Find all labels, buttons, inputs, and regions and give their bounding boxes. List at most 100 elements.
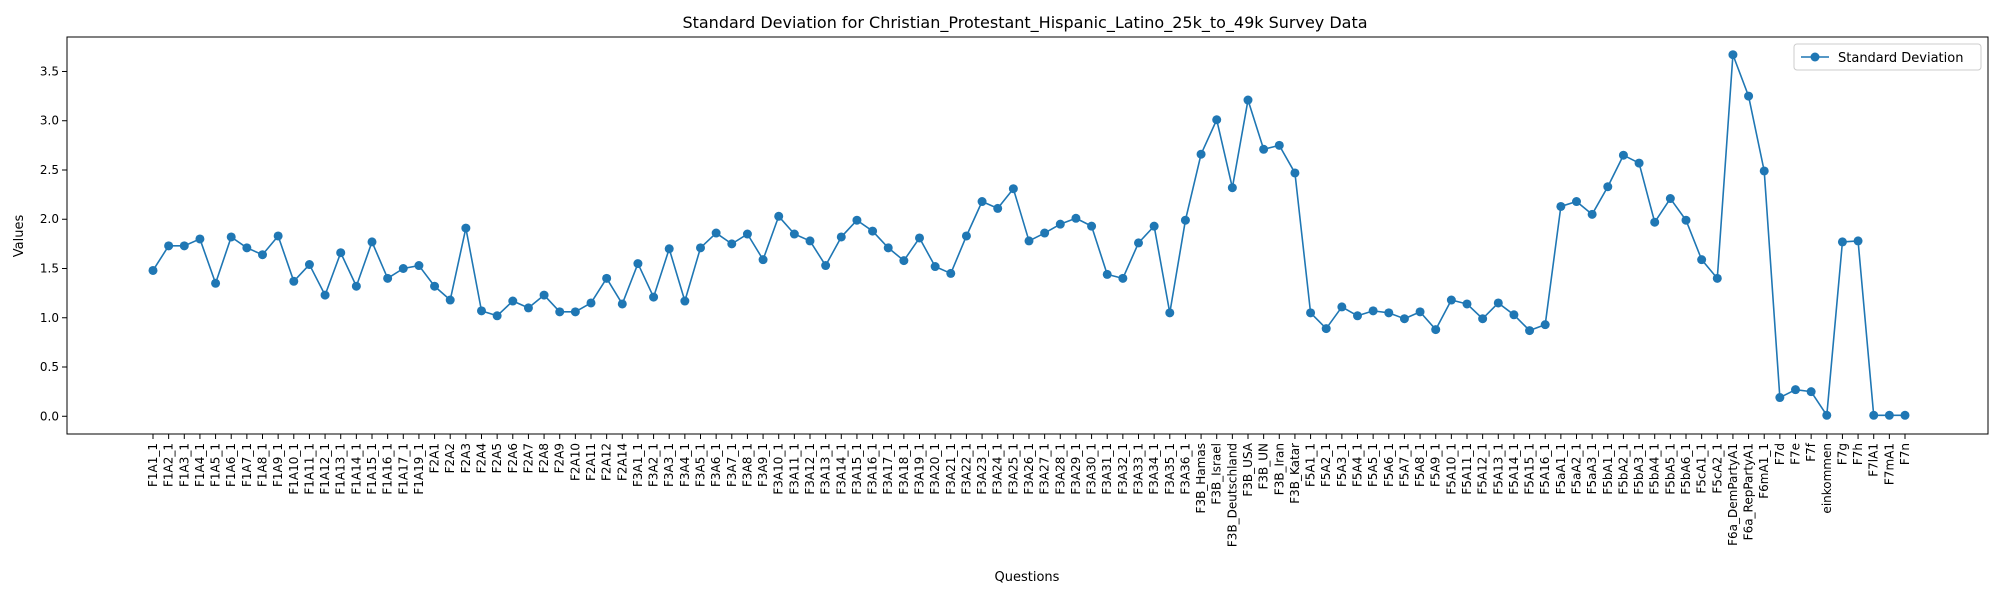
- x-tick-label: F5A6_1: [1382, 443, 1396, 487]
- data-point: [179, 241, 189, 251]
- plot-area-frame: [66, 36, 1989, 435]
- x-tick-label: F1A9_1: [271, 443, 285, 487]
- x-tick-label: F6a_DemPartyA1: [1726, 443, 1740, 546]
- x-tick-label: F1A13_1: [334, 443, 348, 495]
- x-tick-label: F5bA2_1: [1616, 443, 1630, 495]
- data-point: [304, 260, 314, 270]
- x-tick-label: F3A29_1: [1069, 443, 1083, 495]
- data-point: [1399, 314, 1409, 324]
- x-tick-label: F2A7: [521, 443, 535, 473]
- data-point: [1650, 217, 1660, 227]
- x-tick-label: F3A10_1: [772, 443, 786, 495]
- x-tick-label: F5A4_1: [1351, 443, 1365, 487]
- x-tick-label: F3B_USA: [1241, 442, 1255, 496]
- data-point: [258, 250, 267, 260]
- x-tick-label: F1A14_1: [349, 443, 363, 495]
- x-tick-label: F6mA1_1: [1757, 443, 1771, 499]
- x-tick-label: F3A14_1: [834, 443, 848, 495]
- x-tick-label: F3A15_1: [850, 443, 864, 495]
- x-tick-label: F3A4_1: [678, 443, 692, 487]
- data-point: [555, 307, 565, 317]
- data-point: [1728, 50, 1738, 60]
- x-tick-label: F3A17_1: [881, 443, 895, 495]
- data-point: [1353, 311, 1362, 321]
- x-tick-label: F2A4: [475, 443, 489, 473]
- data-point: [930, 262, 940, 272]
- data-point: [1337, 302, 1347, 312]
- x-tick-label: F5bA3_1: [1632, 443, 1646, 495]
- x-axis: F1A1_1 F1A2_1 F1A3_1 F1A4_1 F1A5_1 F1A6_1 F1A7…: [146, 434, 1912, 547]
- data-point: [1180, 215, 1190, 225]
- data-point: [1634, 158, 1644, 168]
- data-point: [570, 307, 580, 317]
- x-tick-label: F5A13_1: [1491, 443, 1505, 495]
- data-point: [696, 243, 705, 253]
- y-axis-label: Values: [12, 215, 27, 258]
- data-point: [1681, 215, 1691, 225]
- data-point: [680, 296, 690, 306]
- x-tick-label: F3B_Katar: [1288, 443, 1302, 504]
- x-tick-label: F3B_UN: [1257, 443, 1271, 490]
- x-tick-label: F5bA1_1: [1601, 443, 1615, 495]
- x-tick-label: F2A1: [428, 443, 442, 473]
- data-point: [1900, 410, 1910, 420]
- x-tick-label: F3A7_1: [725, 443, 739, 487]
- x-tick-label: F1A16_1: [381, 443, 395, 495]
- data-point: [1712, 273, 1722, 283]
- legend-label: Standard Deviation: [1838, 51, 1963, 66]
- data-point: [508, 296, 518, 306]
- x-tick-label: F2A2: [443, 443, 457, 473]
- data-point: [1493, 298, 1503, 308]
- x-tick-label: F1A2_1: [162, 443, 176, 487]
- x-tick-label: F2A5: [490, 443, 504, 473]
- data-point: [1227, 183, 1237, 193]
- data-point: [320, 290, 330, 300]
- data-point: [1759, 166, 1769, 176]
- x-tick-label: F5A14_1: [1507, 443, 1521, 495]
- data-point: [273, 231, 283, 241]
- data-point: [1384, 308, 1394, 318]
- data-point: [1008, 184, 1018, 194]
- data-point: [1165, 308, 1175, 318]
- x-tick-label: F3A36_1: [1178, 443, 1192, 495]
- x-tick-label: F3A9_1: [756, 443, 770, 487]
- data-point: [1572, 197, 1581, 207]
- x-tick-label: F5A5_1: [1366, 443, 1380, 487]
- x-tick-label: F3A25_1: [1006, 443, 1020, 495]
- y-tick-label: 2.0: [40, 212, 59, 226]
- x-tick-label: F5aA3_1: [1585, 443, 1599, 494]
- y-tick-label: 1.5: [40, 262, 59, 276]
- y-tick-label: 3.5: [40, 64, 59, 78]
- x-tick-label: F5A12_1: [1476, 443, 1490, 495]
- x-tick-label: F7n: [1898, 443, 1912, 465]
- data-point: [1806, 387, 1816, 397]
- data-point: [367, 237, 377, 247]
- data-point: [1306, 308, 1316, 318]
- x-tick-label: F3A34_1: [1147, 443, 1161, 495]
- data-point: [461, 223, 471, 233]
- x-tick-label: einkommen: [1820, 443, 1834, 514]
- data-point: [1697, 255, 1707, 265]
- x-axis-label: Questions: [995, 570, 1060, 585]
- data-point: [445, 295, 455, 305]
- data-point: [1509, 310, 1519, 320]
- data-point: [1102, 269, 1112, 279]
- data-point: [1665, 194, 1675, 204]
- data-point: [1853, 236, 1863, 246]
- data-point: [868, 226, 878, 236]
- x-tick-label: F5A11_1: [1460, 443, 1474, 495]
- y-tick-label: 2.5: [40, 163, 59, 177]
- x-tick-label: F2A12: [600, 443, 614, 481]
- legend-marker-swatch: [1810, 52, 1820, 62]
- data-point: [398, 264, 408, 274]
- data-point: [1134, 238, 1143, 248]
- x-tick-label: F5A1_1: [1304, 443, 1318, 487]
- data-point: [961, 231, 971, 241]
- data-point: [1368, 306, 1378, 316]
- series-line: [152, 53, 1905, 417]
- data-point: [727, 239, 737, 249]
- x-tick-label: F5bA4_1: [1648, 443, 1662, 495]
- data-point: [1040, 228, 1050, 238]
- data-point: [1478, 314, 1488, 324]
